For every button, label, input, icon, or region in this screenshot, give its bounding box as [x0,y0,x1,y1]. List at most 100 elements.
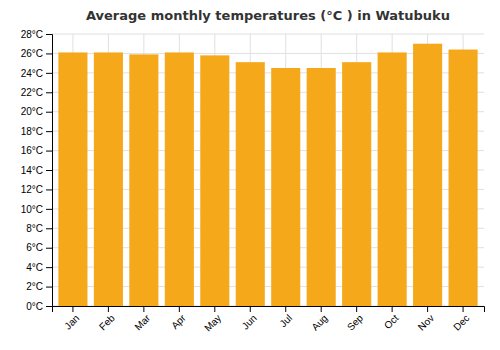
bar [342,62,371,306]
tick-mark [46,189,52,190]
tick-label: Dec [451,312,471,332]
tick-label: 28°C [21,29,43,40]
tick-mark [46,92,52,93]
tick: 16°C [21,145,52,156]
bar [236,62,265,306]
plot: 0°C 2°C 4°C 6°C 8°C 10°C 12°C 14°C 16°C 18°C 20°C 2… [21,29,485,334]
tick-label: Oct [382,312,401,331]
tick-mark [46,287,52,288]
tick: May [202,306,223,334]
bar [378,52,407,306]
tick-label: 2°C [26,281,43,292]
tick-mark [392,306,393,312]
axis-line [46,35,53,307]
tick-label: 8°C [26,223,43,234]
tick: 14°C [21,165,52,176]
tick-mark [179,306,180,312]
tick-mark [46,170,52,171]
tick-label: Mar [132,312,152,332]
tick-label: 4°C [26,262,43,273]
bar [129,54,158,306]
tick-label: Jun [240,312,259,331]
tick-mark [46,34,52,35]
tick-mark [46,228,52,229]
tick: 2°C [26,281,52,292]
tick-mark [108,306,109,312]
tick: 18°C [21,126,52,137]
tick: 4°C [26,262,52,273]
tick-label: 22°C [21,87,43,98]
tick-label: 10°C [21,204,43,215]
tick: 12°C [21,184,52,195]
tick-mark [46,131,52,132]
tick-label: Feb [97,312,117,332]
tick-mark [143,306,144,312]
tick-label: 12°C [21,184,43,195]
tick: 8°C [26,223,52,234]
tick-label: Jan [62,312,81,331]
tick-mark [46,151,52,152]
tick-mark [46,112,52,113]
tick: 26°C [21,48,52,59]
tick: Jan [62,306,81,332]
y-axis: 0°C 2°C 4°C 6°C 8°C 10°C 12°C 14°C 16°C 18°C 20°C 2… [21,29,53,312]
tick: Sep [345,306,366,333]
tick-mark [46,53,52,54]
tick-label: Nov [416,312,436,332]
tick-mark [321,306,322,312]
tick: 24°C [21,68,52,79]
tick-mark [46,73,52,74]
tick-mark [427,306,428,312]
tick: Feb [97,306,117,332]
bar [58,52,87,306]
tick-mark [46,248,52,249]
tick-mark [46,267,52,268]
bars [58,44,477,306]
bar [271,68,300,306]
chart: 0°C 2°C 4°C 6°C 8°C 10°C 12°C 14°C 16°C 18°C 20°C 2… [0,0,500,350]
x-axis: Jan Feb Mar Apr May Jun Jul Aug Sep Oct Nov Dec [53,306,485,334]
bar [165,52,194,306]
tick: 28°C [21,29,52,40]
tick: Oct [382,306,401,331]
tick-label: 20°C [21,106,43,117]
grid-line [52,34,484,35]
tick: 0°C [26,301,52,312]
tick-label: 14°C [21,165,43,176]
axis-line [53,307,485,313]
tick-mark [214,306,215,312]
tick-mark [356,306,357,312]
tick: Jun [240,306,259,332]
tick: 6°C [26,242,52,253]
tick-label: 6°C [26,242,43,253]
tick-label: 16°C [21,145,43,156]
tick-mark [463,306,464,312]
tick-label: Jul [277,312,294,329]
tick-label: Sep [345,312,366,333]
bar [449,50,478,306]
tick: 20°C [21,106,52,117]
bar [307,68,336,306]
tick-mark [46,306,52,307]
title: Average monthly temperatures (°C ) in Wa… [86,8,450,23]
grid [52,34,484,306]
tick: Apr [169,306,188,331]
bar [413,44,442,306]
tick-label: 0°C [26,301,43,312]
tick-mark [46,209,52,210]
tick: Mar [132,306,152,332]
tick-label: Apr [169,312,188,331]
tick-mark [72,306,73,312]
tick: 22°C [21,87,52,98]
tick: Jul [277,306,294,329]
tick: Nov [416,306,436,333]
tick-label: Aug [309,312,329,332]
tick: Dec [451,306,471,333]
tick-label: 18°C [21,126,43,137]
bar [94,52,123,306]
bar [200,55,229,306]
tick-label: 26°C [21,48,43,59]
tick-mark [250,306,251,312]
tick-label: 24°C [21,68,43,79]
tick: Aug [309,306,329,333]
